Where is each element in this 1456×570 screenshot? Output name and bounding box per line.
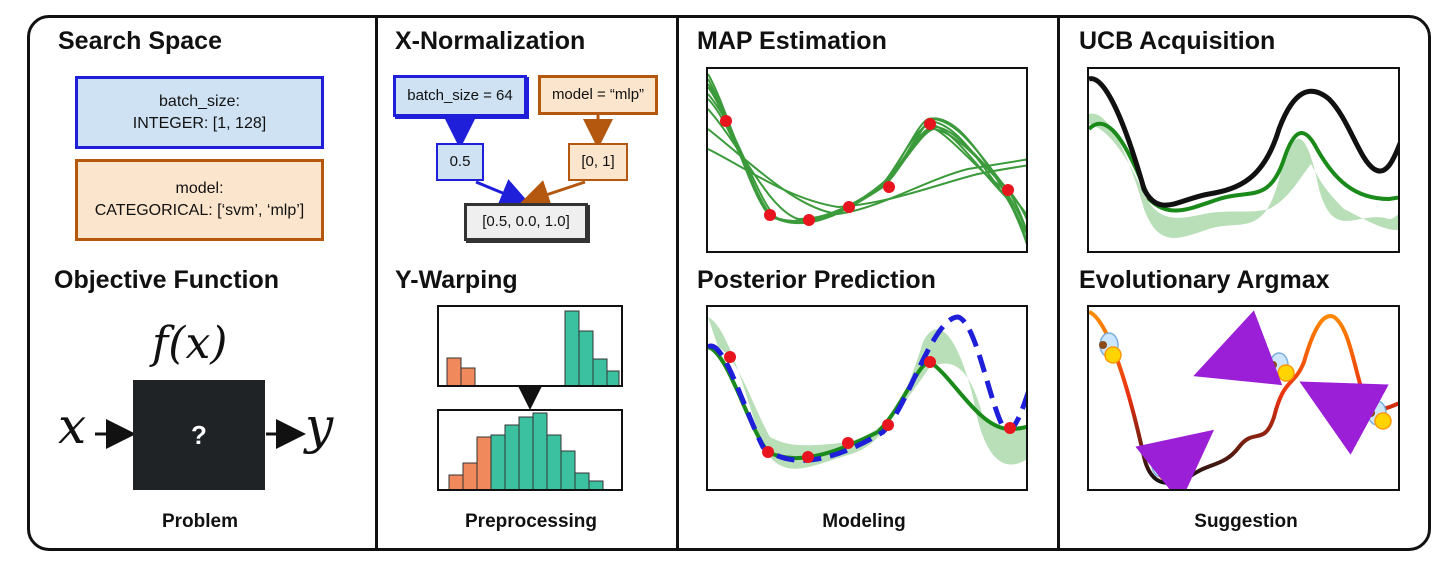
observation-point [1004, 422, 1016, 434]
map-curve [708, 148, 1026, 209]
histogram-before-bars [446, 310, 620, 385]
histogram-bar [564, 310, 580, 385]
observation-point [1002, 184, 1014, 196]
pipeline-frame [27, 15, 1431, 551]
ucb-acquisition-curves [1089, 76, 1398, 238]
evolutionary-argmax-curves [1089, 310, 1398, 489]
acquisition-curve [1089, 310, 1398, 485]
observation-point [883, 181, 895, 193]
map-curve [708, 98, 1026, 222]
search-space-param-batch-size: batch_size: INTEGER: [1, 128] [75, 76, 324, 149]
uncertainty-band [708, 317, 1026, 469]
column-caption-modeling: Modeling [822, 511, 906, 532]
column-divider [375, 15, 378, 551]
section-title-x-normalization: X-Normalization [395, 27, 586, 55]
histogram-bar [592, 358, 608, 385]
black-box-objective: ? [133, 380, 265, 490]
map-estimation-curves [708, 73, 1026, 245]
firefly-icon [1269, 352, 1295, 382]
histogram-bar [504, 424, 520, 489]
uncertainty-band [1089, 113, 1398, 238]
column-caption-preprocessing: Preprocessing [465, 511, 597, 532]
observation-point [843, 201, 855, 213]
map-curve [708, 128, 1026, 216]
x-output-model: [0, 1] [568, 143, 628, 181]
x-input-batch-size: batch_size = 64 [393, 75, 527, 117]
function-label: f(x) [152, 318, 228, 369]
histogram-bar [532, 412, 548, 489]
histogram-bar [462, 462, 478, 489]
evolutionary-argmax-plot [1087, 305, 1400, 491]
x-combined-vector: [0.5, 0.0, 1.0] [464, 203, 588, 241]
section-title-objective-function: Objective Function [54, 266, 280, 294]
histogram-bar [476, 436, 492, 489]
section-title-map-estimation: MAP Estimation [697, 27, 887, 55]
column-divider [676, 15, 679, 551]
posterior-prediction-plot [706, 305, 1028, 491]
observation-point [924, 356, 936, 368]
section-title-evolutionary-argmax: Evolutionary Argmax [1079, 266, 1330, 294]
map-estimation-plot [706, 67, 1028, 253]
observation-point [724, 351, 736, 363]
histogram-bar [560, 450, 576, 489]
histogram-bar [518, 416, 534, 489]
observation-point [842, 437, 854, 449]
histogram-bar [606, 370, 620, 385]
histogram-bar [588, 480, 604, 489]
input-variable-label: x [58, 397, 87, 455]
observation-point [720, 115, 732, 127]
posterior-prediction-curves [708, 314, 1026, 469]
purple-arrow-icon [1299, 381, 1389, 455]
ucb-acquisition-plot [1087, 67, 1400, 253]
histogram-bar [578, 330, 594, 385]
section-title-y-warping: Y-Warping [395, 266, 518, 294]
column-caption-problem: Problem [161, 511, 239, 532]
search-space-param-model: model: CATEGORICAL: [‘svm’, ‘mlp’] [75, 159, 324, 241]
purple-arrow-icon [1193, 310, 1283, 386]
output-variable-label: y [305, 397, 334, 455]
observation-point [802, 451, 814, 463]
observation-point [762, 446, 774, 458]
purple-arrow-icon [1135, 429, 1215, 489]
param-text: batch_size: INTEGER: [1, 128] [132, 92, 267, 132]
column-caption-suggestion: Suggestion [1194, 511, 1298, 532]
histogram-after-bars [448, 412, 604, 489]
section-title-ucb-acquisition: UCB Acquisition [1079, 27, 1276, 55]
firefly-icon [1367, 400, 1392, 430]
histogram-before [437, 305, 623, 387]
observation-point [803, 214, 815, 226]
histogram-bar [446, 357, 462, 385]
observation-point [882, 419, 894, 431]
section-title-search-space: Search Space [58, 27, 222, 55]
histogram-after [437, 409, 623, 491]
section-title-posterior-prediction: Posterior Prediction [697, 266, 936, 294]
ucb-line [1089, 76, 1398, 208]
observation-point [764, 209, 776, 221]
histogram-bar [490, 434, 506, 489]
x-input-model: model = “mlp” [538, 75, 658, 115]
histogram-bar [448, 474, 464, 489]
x-output-batch-size: 0.5 [436, 143, 484, 181]
histogram-bar [460, 367, 476, 385]
firefly-icon [1099, 332, 1122, 364]
observation-point [924, 118, 936, 130]
column-divider [1057, 15, 1060, 551]
histogram-bar [546, 434, 562, 489]
param-text: model: CATEGORICAL: [‘svm’, ‘mlp’] [94, 180, 305, 219]
true-function-line [708, 314, 1026, 463]
histogram-bar [574, 472, 590, 489]
